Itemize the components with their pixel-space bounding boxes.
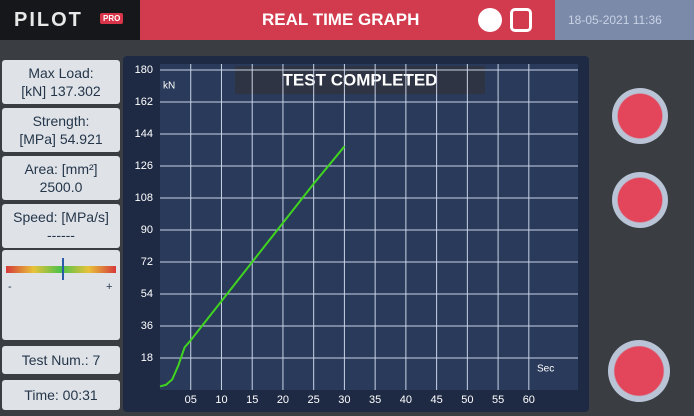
y-tick-label: 54 — [141, 288, 153, 300]
screen: PILOT PRO REAL TIME GRAPH 18-05-2021 11:… — [0, 0, 694, 416]
label: Strength: — [2, 112, 120, 130]
time: Time: 00:31 — [24, 387, 97, 403]
chart: TEST COMPLETED kN Sec 18 36 54 72 90 108 126 14… — [123, 56, 589, 412]
x-tick-label: 25 — [308, 394, 320, 406]
y-tick-label: 108 — [135, 192, 153, 204]
scale-minus: - — [8, 278, 12, 296]
logo: PILOT — [14, 9, 83, 32]
x-tick-label: 05 — [185, 394, 197, 406]
scale-plus: + — [106, 278, 112, 296]
label: Max Load: — [2, 64, 120, 82]
test-num: Test Num.: 7 — [22, 352, 101, 368]
annotation: TEST COMPLETED — [283, 70, 438, 89]
scale-box: - + — [2, 250, 120, 340]
value: ------ — [2, 226, 120, 244]
logo-badge: PRO — [100, 13, 123, 24]
x-tick-label: 55 — [492, 394, 504, 406]
value: [MPa] 54.921 — [2, 130, 120, 148]
plot-area — [160, 64, 578, 390]
y-tick-label: 90 — [141, 224, 153, 236]
time-box: Time: 00:31 — [2, 380, 120, 410]
x-tick-label: 20 — [277, 394, 289, 406]
x-tick-label: 30 — [338, 394, 350, 406]
test-num-box: Test Num.: 7 — [2, 346, 120, 374]
label: Area: [mm²] — [2, 160, 120, 178]
y-axis-label: kN — [163, 81, 175, 92]
color-scale — [6, 266, 116, 273]
scale-marker — [62, 258, 64, 280]
y-tick-label: 144 — [135, 128, 153, 140]
top-bar: REAL TIME GRAPH — [140, 0, 555, 40]
x-axis-label: Sec — [537, 364, 554, 375]
x-tick-label: 45 — [430, 394, 442, 406]
area-box: Area: [mm²] 2500.0 — [2, 156, 120, 200]
datetime: 18-05-2021 11:36 — [568, 13, 662, 27]
back-button[interactable] — [608, 340, 670, 402]
max-load-box: Max Load: [kN] 137.302 — [2, 60, 120, 104]
y-tick-label: 126 — [135, 160, 153, 172]
value: [kN] 137.302 — [2, 82, 120, 100]
x-tick-label: 60 — [523, 394, 535, 406]
y-tick-label: 162 — [135, 96, 153, 108]
y-tick-label: 180 — [135, 64, 153, 76]
list-button[interactable] — [612, 172, 668, 228]
top-bar-right: 18-05-2021 11:36 — [555, 0, 694, 40]
label: Speed: [MPa/s] — [2, 208, 120, 226]
strength-box: Strength: [MPa] 54.921 — [2, 108, 120, 152]
y-tick-label: 18 — [141, 352, 153, 364]
x-tick-label: 50 — [461, 394, 473, 406]
x-tick-label: 35 — [369, 394, 381, 406]
value: 2500.0 — [2, 178, 120, 196]
x-tick-label: 40 — [400, 394, 412, 406]
printer-icon[interactable] — [510, 8, 532, 32]
sensor-icon[interactable] — [478, 8, 502, 32]
x-tick-label: 10 — [215, 394, 227, 406]
top-bar-left: PILOT PRO — [0, 0, 140, 40]
y-tick-label: 36 — [141, 320, 153, 332]
screen-title: REAL TIME GRAPH — [262, 10, 419, 30]
refresh-button[interactable] — [612, 88, 668, 144]
y-tick-label: 72 — [141, 256, 153, 268]
speed-box: Speed: [MPa/s] ------ — [2, 204, 120, 248]
x-tick-label: 15 — [246, 394, 258, 406]
